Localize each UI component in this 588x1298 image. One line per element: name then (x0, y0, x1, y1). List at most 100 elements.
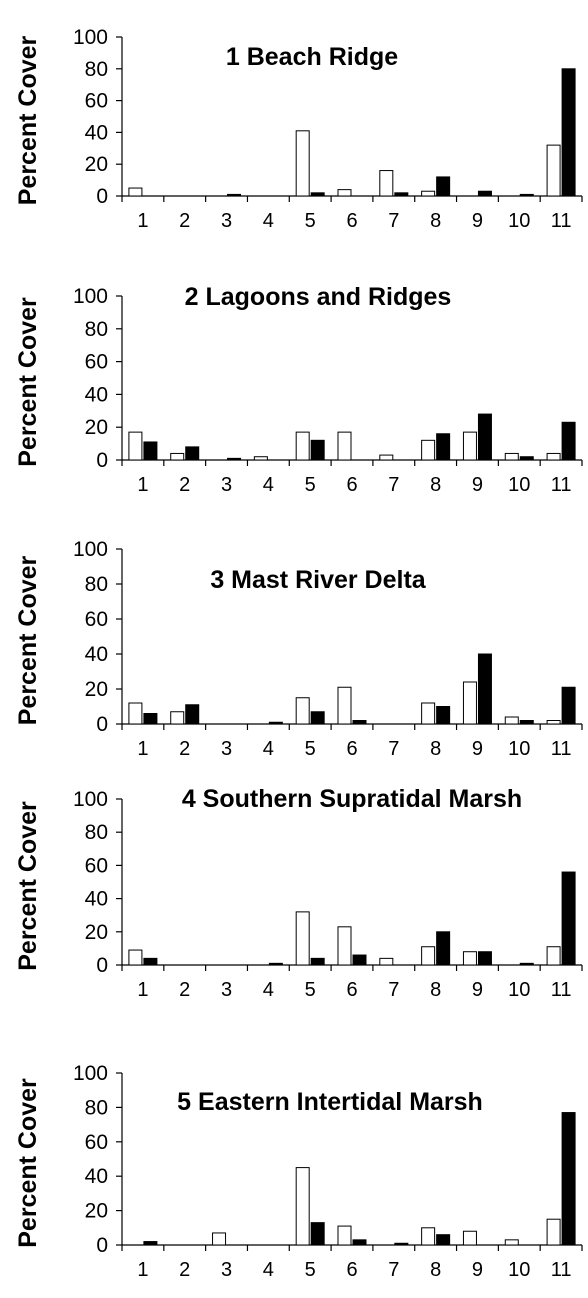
bar-open (462, 431, 477, 461)
bar-open (337, 431, 352, 461)
bar-filled (268, 721, 283, 725)
bar-open (546, 720, 561, 725)
x-tick-label: 9 (472, 1259, 483, 1281)
bar-open (128, 702, 143, 725)
y-tick-label: 40 (85, 121, 108, 144)
bar-open (295, 431, 310, 461)
y-tick-label: 0 (96, 713, 108, 736)
y-tick-label: 0 (96, 954, 108, 977)
bar-filled (436, 931, 451, 966)
x-tick-label: 4 (263, 210, 274, 232)
x-tick-label: 11 (551, 210, 572, 232)
y-tick-label: 80 (85, 318, 108, 341)
y-tick-label: 100 (73, 538, 108, 561)
bar-open (337, 686, 352, 725)
bar-filled (436, 706, 451, 725)
x-tick-label: 9 (472, 738, 483, 760)
x-tick-label: 1 (137, 738, 148, 760)
y-tick-label: 20 (85, 1200, 108, 1223)
bar-open (421, 1227, 436, 1246)
bar-open (504, 716, 519, 725)
x-tick-label: 9 (472, 979, 483, 1001)
x-tick-label: 3 (221, 979, 232, 1001)
x-tick-label: 8 (430, 210, 441, 232)
bar-open (337, 1225, 352, 1246)
y-tick-label: 80 (85, 1096, 108, 1119)
x-tick-label: 7 (388, 210, 399, 232)
bar-open (295, 697, 310, 725)
y-tick-label: 20 (85, 416, 108, 439)
chart-title: 2 Lagoons and Ridges (185, 283, 452, 311)
x-tick-label: 11 (551, 979, 572, 1001)
y-tick-label: 40 (85, 1165, 108, 1188)
y-tick-label: 80 (85, 573, 108, 596)
x-tick-label: 10 (508, 979, 530, 1001)
bar-open (504, 452, 519, 461)
y-tick-label: 60 (85, 351, 108, 374)
chart-title: 1 Beach Ridge (226, 43, 398, 71)
bar-filled (519, 193, 534, 197)
bar-open (170, 452, 185, 461)
x-tick-label: 6 (346, 738, 357, 760)
x-tick-label: 4 (263, 1259, 274, 1281)
chart-title: 5 Eastern Intertidal Marsh (177, 1088, 483, 1116)
y-tick-label: 0 (96, 1234, 108, 1257)
bar-filled (436, 176, 451, 197)
x-tick-label: 11 (551, 1259, 572, 1281)
x-tick-label: 6 (346, 210, 357, 232)
x-tick-label: 8 (430, 738, 441, 760)
bar-filled (143, 957, 158, 966)
x-tick-label: 1 (137, 210, 148, 232)
bar-open (421, 190, 436, 197)
bar-open (253, 456, 268, 461)
chart-panel-4: 0 20 40 60 80 100 1 2 3 4 5 6 7 8 9 10 11 4 Southern Supr… (14, 785, 583, 1001)
bar-filled (352, 1239, 367, 1246)
y-tick-label: 60 (85, 1131, 108, 1154)
bar-filled (561, 686, 576, 725)
bar-filled (310, 1222, 325, 1246)
x-tick-label: 2 (179, 210, 190, 232)
bar-filled (477, 653, 492, 725)
y-tick-label: 80 (85, 58, 108, 81)
y-tick-label: 40 (85, 888, 108, 911)
bar-filled (519, 720, 534, 725)
x-tick-label: 10 (508, 210, 530, 232)
bar-filled (436, 433, 451, 461)
bar-filled (477, 190, 492, 197)
bar-open (212, 1232, 227, 1246)
bar-filled (519, 456, 534, 461)
x-tick-label: 10 (508, 474, 530, 496)
x-tick-label: 7 (388, 1259, 399, 1281)
y-tick-label: 40 (85, 643, 108, 666)
bar-filled (227, 193, 242, 197)
chart-panel-3: 0 20 40 60 80 100 1 2 3 4 5 6 7 8 9 10 11 3 Mast River De… (14, 538, 583, 760)
y-tick-label: 60 (85, 90, 108, 113)
bar-open (462, 1230, 477, 1246)
x-tick-label: 3 (221, 474, 232, 496)
x-tick-label: 8 (430, 474, 441, 496)
bar-filled (394, 192, 409, 197)
x-tick-label: 10 (508, 1259, 530, 1281)
x-tick-label: 4 (263, 474, 274, 496)
x-tick-label: 9 (472, 210, 483, 232)
x-tick-label: 8 (430, 1259, 441, 1281)
bar-open (379, 957, 394, 966)
bar-filled (352, 954, 367, 966)
x-tick-label: 6 (346, 474, 357, 496)
x-tick-label: 9 (472, 474, 483, 496)
y-tick-label: 100 (73, 1062, 108, 1085)
x-tick-label: 8 (430, 979, 441, 1001)
bar-filled (185, 704, 200, 725)
bar-filled (477, 413, 492, 461)
bar-filled (310, 957, 325, 966)
x-tick-label: 3 (221, 1259, 232, 1281)
bar-filled (561, 421, 576, 461)
bar-open (295, 1167, 310, 1246)
x-tick-label: 3 (221, 738, 232, 760)
bar-open (337, 926, 352, 966)
bar-filled (561, 68, 576, 197)
chart-panel-1: 0 20 40 60 80 100 1 2 3 4 5 6 7 8 9 10 11 1 Beach Ridge Pe… (14, 26, 583, 232)
bar-open (421, 946, 436, 966)
chart-title: 4 Southern Supratidal Marsh (182, 785, 522, 813)
